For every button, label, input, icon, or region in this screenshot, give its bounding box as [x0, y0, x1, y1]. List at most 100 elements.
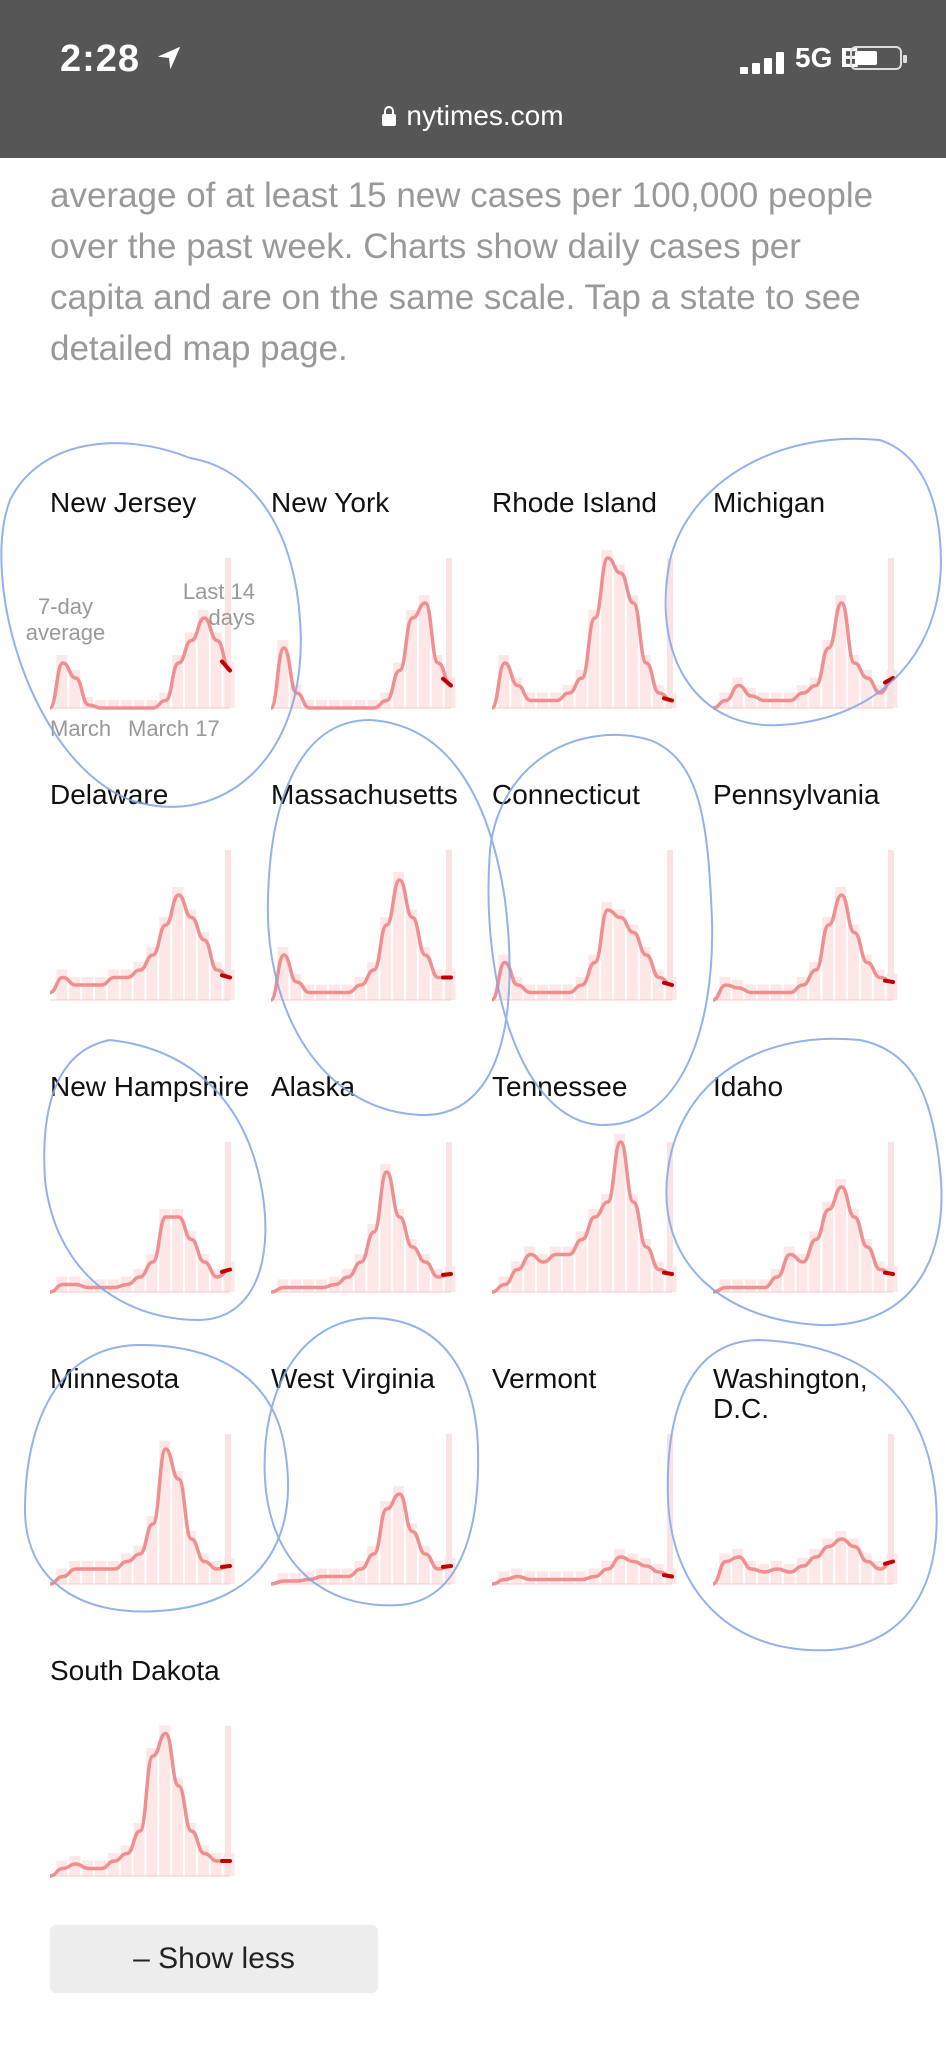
daily-case-bar — [431, 655, 443, 708]
daily-case-bar — [406, 610, 417, 708]
state-card[interactable]: New Hampshire — [50, 1072, 265, 1352]
daily-case-bar — [652, 1261, 664, 1292]
daily-case-bar — [159, 1725, 171, 1876]
state-name: Rhode Island — [492, 487, 658, 518]
daily-case-bar — [601, 550, 613, 708]
daily-case-bar — [120, 1845, 132, 1876]
state-card[interactable]: Michigan — [713, 488, 928, 768]
daily-case-bar — [172, 1778, 183, 1876]
seven-day-average-line — [492, 556, 673, 710]
daily-case-bar — [860, 954, 872, 1000]
state-card[interactable]: Alaska — [271, 1072, 486, 1352]
daily-case-bar — [588, 1209, 600, 1292]
daily-case-bar — [328, 700, 340, 708]
daily-case-bar — [848, 924, 859, 1000]
recent-trend-line — [441, 676, 453, 688]
state-sparkline-chart — [50, 1434, 235, 1586]
daily-case-bar — [185, 1823, 196, 1876]
daily-case-bar — [82, 1561, 93, 1584]
daily-case-bar — [367, 700, 379, 708]
state-card[interactable]: Vermont — [492, 1364, 707, 1644]
daily-case-bar — [393, 662, 404, 708]
state-card[interactable]: Rhode Island — [492, 488, 707, 768]
recent-14-days-band — [667, 850, 673, 1000]
seven-day-average-line — [713, 893, 894, 1002]
state-card[interactable]: Pennsylvania — [713, 780, 928, 1060]
state-card[interactable]: Connecticut — [492, 780, 707, 1060]
daily-case-bar — [418, 1254, 430, 1292]
url-text: nytimes.com — [406, 100, 564, 131]
daily-case-bar — [341, 1269, 353, 1292]
recent-trend-line — [662, 1270, 674, 1276]
daily-case-bar — [185, 909, 196, 1000]
daily-case-bar — [758, 1564, 769, 1584]
state-card[interactable]: Washington, D.C. — [713, 1364, 928, 1644]
recent-trend-line — [220, 1564, 232, 1569]
recent-14-days-band — [225, 1434, 231, 1584]
state-card[interactable]: Minnesota — [50, 1364, 265, 1644]
daily-case-bar — [627, 1194, 638, 1292]
daily-case-bar — [316, 700, 327, 708]
state-card[interactable]: West Virginia — [271, 1364, 486, 1644]
daily-case-bar — [95, 1561, 106, 1584]
daily-case-bar — [69, 977, 81, 1000]
daily-case-bar — [120, 1553, 132, 1584]
state-sparkline-chart — [271, 850, 456, 1002]
state-card[interactable]: Tennessee — [492, 1072, 707, 1352]
daily-case-bar — [393, 1209, 404, 1292]
clock: 2:28 — [60, 38, 141, 80]
daily-case-bar — [627, 595, 638, 708]
state-sparkline-chart — [713, 1434, 898, 1586]
state-sparkline-chart — [713, 1142, 898, 1294]
state-sparkline-chart — [50, 1142, 235, 1294]
daily-case-bar — [120, 969, 132, 1000]
daily-case-bar — [601, 1194, 613, 1292]
daily-case-bar — [197, 932, 209, 1000]
daily-case-bar — [575, 1231, 587, 1292]
daily-case-bar — [575, 670, 587, 708]
seven-day-average-line — [271, 1170, 452, 1294]
state-sparkline-chart — [271, 558, 456, 710]
state-sparkline-chart — [492, 1134, 677, 1294]
daily-case-bar — [614, 565, 625, 708]
daily-case-bar — [133, 1823, 145, 1876]
show-less-button[interactable]: – Show less — [50, 1925, 378, 1993]
daily-case-bar — [614, 1549, 625, 1584]
daily-case-bar — [809, 962, 821, 1000]
daily-case-bar — [210, 962, 222, 1000]
daily-case-bar — [719, 977, 731, 1000]
state-card[interactable]: New York — [271, 488, 486, 768]
state-card[interactable]: Delaware — [50, 780, 265, 1060]
state-name: Vermont — [492, 1363, 597, 1394]
daily-case-bar — [601, 1561, 613, 1584]
daily-case-bar — [159, 917, 171, 1000]
daily-case-bar — [418, 595, 430, 708]
daily-case-bar — [796, 977, 808, 1000]
url-bar[interactable]: nytimes.com — [0, 100, 946, 132]
recent-14-days-band — [667, 1142, 673, 1292]
seven-day-average-line — [492, 1140, 673, 1294]
daily-case-bar — [498, 655, 510, 708]
daily-case-bar — [107, 1853, 119, 1876]
daily-case-bar — [732, 1549, 744, 1584]
recent-trend-line — [441, 1564, 453, 1569]
lock-icon — [382, 106, 397, 126]
daily-case-bar — [639, 1239, 651, 1292]
recent-trend-line — [662, 696, 674, 703]
daily-case-bar — [614, 909, 625, 1000]
recent-14-days-band — [888, 1142, 894, 1292]
state-name: Pennsylvania — [713, 779, 880, 810]
state-card[interactable]: Idaho — [713, 1072, 928, 1352]
daily-case-bar — [627, 1553, 638, 1584]
state-card[interactable]: Massachusetts — [271, 780, 486, 1060]
daily-case-bar — [524, 1246, 535, 1292]
state-card[interactable]: South Dakota — [50, 1656, 265, 1936]
daily-case-bar — [303, 700, 314, 708]
daily-case-bar — [498, 1571, 510, 1584]
recent-trend-line — [441, 1272, 453, 1277]
daily-case-bar — [210, 1853, 222, 1876]
recent-14-days-band — [446, 1142, 452, 1292]
daily-case-bar — [341, 700, 353, 708]
seven-day-average-line — [50, 1731, 230, 1878]
recent-trend-line — [662, 1573, 674, 1579]
